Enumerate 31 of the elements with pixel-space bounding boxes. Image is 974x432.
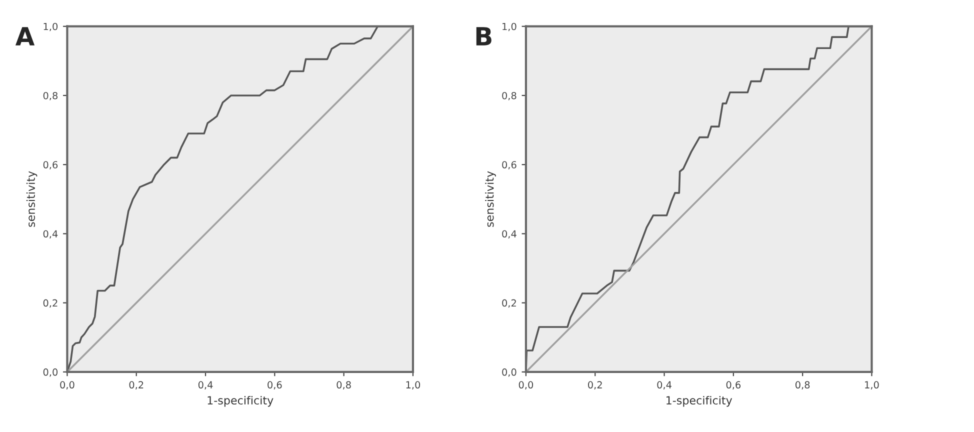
y-tick-label: 0,2 <box>502 299 516 308</box>
y-tick-label: 0,6 <box>502 161 516 170</box>
x-tick-label: 0,6 <box>268 381 282 390</box>
x-tick-label: 0,6 <box>726 381 741 390</box>
x-tick-label: 0,4 <box>198 381 213 390</box>
x-tick-label: 0,8 <box>336 381 351 390</box>
y-tick-label: 1,0 <box>502 22 516 32</box>
chart-title: B <box>476 27 492 46</box>
x-tick-label: 0,2 <box>588 381 602 390</box>
x-tick-label: 1,0 <box>865 381 879 390</box>
x-tick-label: 0,8 <box>795 381 810 390</box>
line-series <box>67 26 413 372</box>
y-tick-label: 0,0 <box>43 368 58 377</box>
x-tick-label: 0,2 <box>129 381 144 390</box>
y-tick-label: 0,8 <box>43 92 58 100</box>
x-axis-title: 1-specificity <box>208 396 274 407</box>
y-tick-label: 0,2 <box>43 299 58 308</box>
chart-title: A <box>15 27 35 46</box>
y-axis-title: sensitivity <box>485 171 496 227</box>
x-tick-label: 0,0 <box>60 381 74 390</box>
x-tick-label: 0,4 <box>657 381 672 390</box>
y-axis-title: sensitivity <box>26 171 38 227</box>
x-tick-label: 0,0 <box>518 381 534 390</box>
y-tick-label: 0,4 <box>502 230 516 239</box>
y-tick-label: 0,4 <box>43 230 58 239</box>
y-tick-label: 0,6 <box>43 161 58 170</box>
x-tick-label: 1,0 <box>406 381 420 390</box>
y-tick-label: 0,8 <box>502 92 516 100</box>
x-axis-title: 1-specificity <box>666 396 732 407</box>
y-tick-label: 1,0 <box>44 22 58 32</box>
y-tick-label: 0,0 <box>502 368 516 377</box>
